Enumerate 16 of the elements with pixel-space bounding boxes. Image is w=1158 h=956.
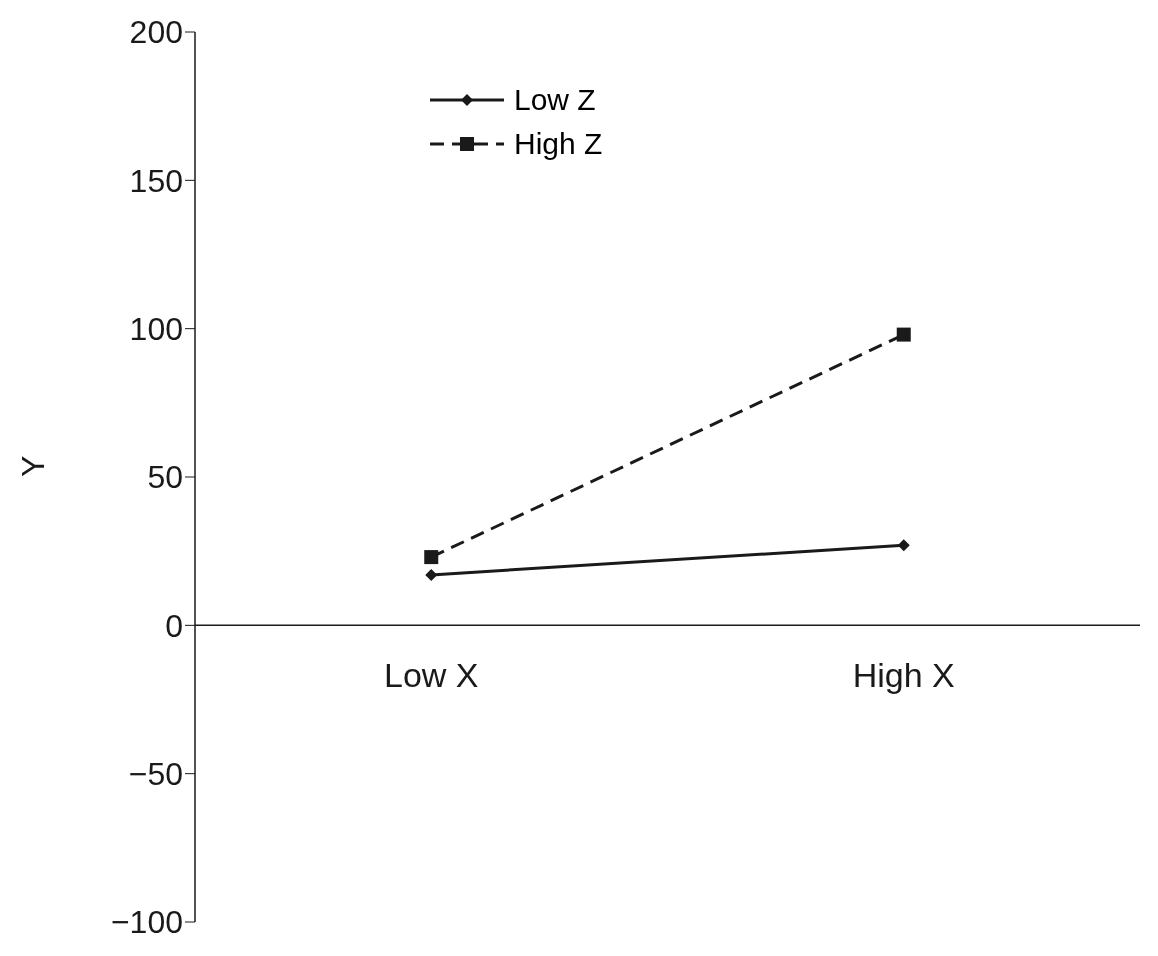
- y-tick-label: 100: [129, 311, 183, 348]
- point: [425, 568, 438, 581]
- x-tick-label: Low X: [384, 656, 479, 695]
- y-tick-label: 50: [147, 459, 183, 496]
- y-tick-label: 150: [129, 162, 183, 199]
- x-tick-label: High X: [852, 656, 955, 695]
- y-tick-label: −100: [110, 904, 183, 941]
- y-tick-label: −50: [128, 756, 183, 793]
- point: [424, 550, 439, 565]
- y-tick-label: 200: [129, 14, 183, 51]
- y-tick-label: 0: [165, 607, 183, 644]
- legend-label: High Z: [514, 127, 603, 161]
- point: [896, 327, 911, 342]
- legend-label: Low Z: [514, 83, 596, 117]
- point: [897, 539, 910, 552]
- y-axis-title: Y: [15, 455, 52, 477]
